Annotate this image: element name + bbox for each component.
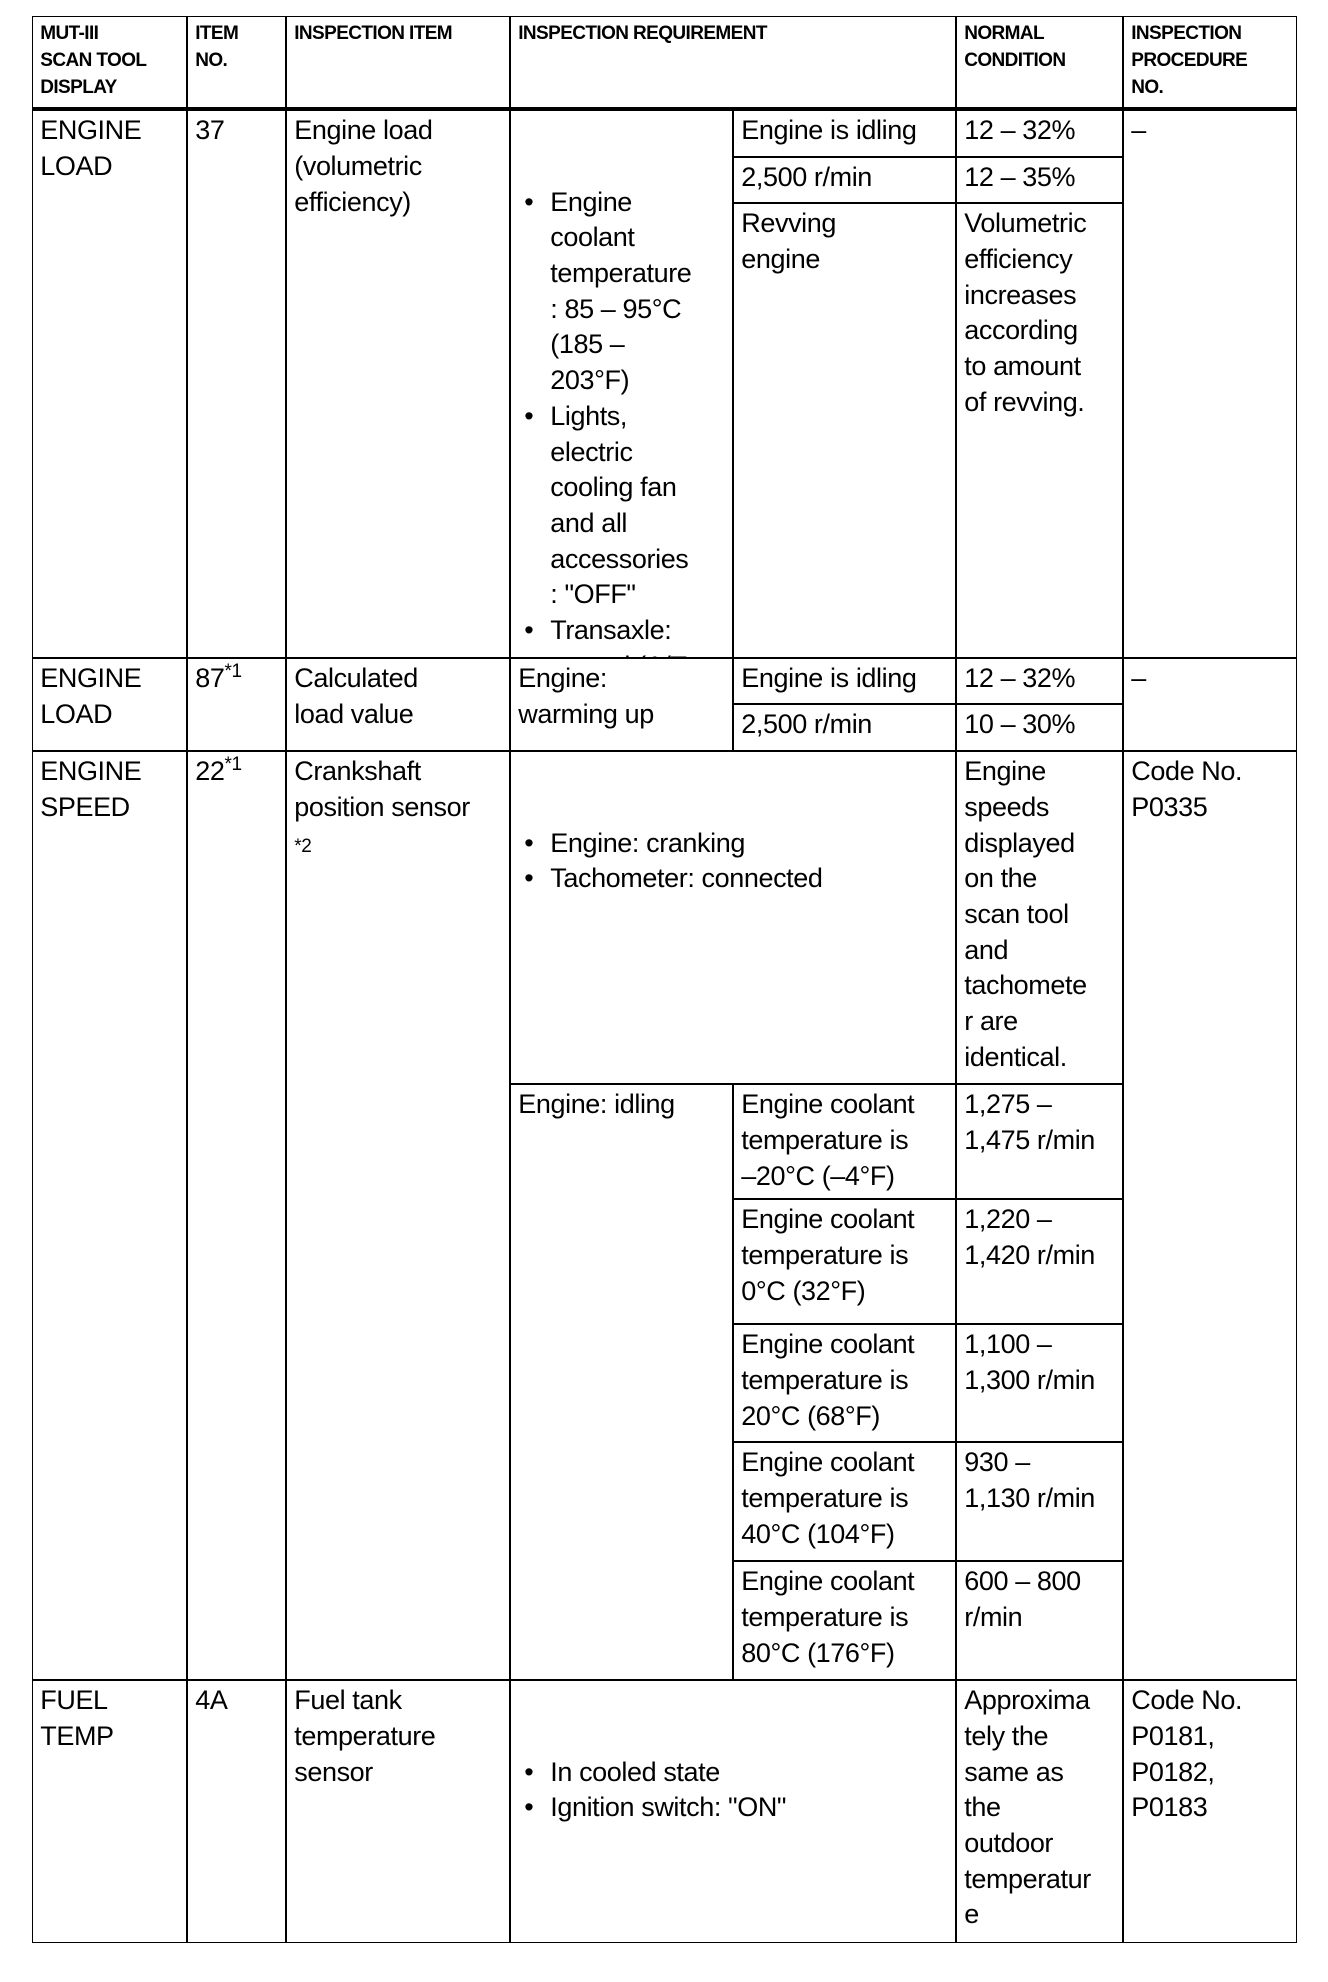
requirement-bullet: Engine: cranking	[511, 826, 948, 862]
cell-normal: Volumetric efficiency increases accordin…	[956, 203, 1124, 659]
requirement-bullet: Engine coolant temperature : 85 – 95°C (…	[511, 185, 725, 399]
header-inspection-procedure: INSPECTION PROCEDURE NO.	[1123, 16, 1298, 111]
header-inspection-requirement: INSPECTION REQUIREMENT	[510, 16, 957, 111]
cell-normal: 12 – 35%	[956, 157, 1124, 204]
cell-condition: Engine is idling	[733, 110, 957, 158]
cell-condition: 2,500 r/min	[733, 704, 957, 752]
cell-condition: Revving engine	[733, 203, 957, 659]
footnote-mark: *1	[224, 754, 242, 776]
cell-procedure: –	[1123, 110, 1298, 659]
cell-item-no: 22*1	[187, 751, 287, 1681]
cell-normal: 12 – 32%	[956, 110, 1124, 158]
cell-condition: Engine coolant temperature is 40°C (104°…	[733, 1442, 957, 1562]
header-normal-condition: NORMAL CONDITION	[956, 16, 1124, 111]
cell-normal: 12 – 32%	[956, 658, 1124, 705]
cell-normal: 1,100 – 1,300 r/min	[956, 1324, 1124, 1443]
cell-item: Calculated load value	[286, 658, 511, 752]
cell-procedure: –	[1123, 658, 1298, 752]
cell-condition: Engine coolant temperature is 0°C (32°F)	[733, 1199, 957, 1325]
cell-item-no: 37	[187, 110, 287, 659]
cell-condition: Engine is idling	[733, 658, 957, 705]
header-item-no: ITEM NO.	[187, 16, 287, 111]
cell-requirement: Engine: idling	[510, 1084, 734, 1681]
requirement-bullet: Lights, electric cooling fan and all acc…	[511, 399, 725, 613]
cell-item-no: 4A	[187, 1680, 287, 1944]
cell-condition: Engine coolant temperature is 80°C (176°…	[733, 1561, 957, 1681]
cell-condition: 2,500 r/min	[733, 157, 957, 204]
cell-normal: 1,275 – 1,475 r/min	[956, 1084, 1124, 1200]
cell-item: Crankshaft position sensor *2	[286, 751, 511, 1681]
cell-condition: Engine coolant temperature is 20°C (68°F…	[733, 1324, 957, 1443]
header-inspection-item: INSPECTION ITEM	[286, 16, 511, 111]
requirement-bullet: Tachometer: connected	[511, 861, 948, 897]
cell-display: ENGINE LOAD	[32, 110, 188, 659]
cell-requirement: Engine: crankingTachometer: connected	[510, 751, 957, 1085]
footnote-mark: *1	[224, 661, 242, 683]
cell-requirement: Engine: warming up	[510, 658, 734, 752]
cell-normal: Approxima tely the same as the outdoor t…	[956, 1680, 1124, 1944]
cell-normal: Engine speeds displayed on the scan tool…	[956, 751, 1124, 1085]
cell-item-no: 87*1	[187, 658, 287, 752]
footnote-mark: *2	[294, 835, 312, 857]
cell-display: ENGINE SPEED	[32, 751, 188, 1681]
cell-procedure: Code No. P0181, P0182, P0183	[1123, 1680, 1298, 1944]
cell-normal: 1,220 – 1,420 r/min	[956, 1199, 1124, 1325]
cell-condition: Engine coolant temperature is –20°C (–4°…	[733, 1084, 957, 1200]
cell-normal: 930 – 1,130 r/min	[956, 1442, 1124, 1562]
cell-normal: 10 – 30%	[956, 704, 1124, 752]
header-scan-tool-display: MUT-III SCAN TOOL DISPLAY	[32, 16, 188, 111]
cell-requirement: Engine coolant temperature : 85 – 95°C (…	[510, 110, 734, 659]
requirement-bullet: Ignition switch: "ON"	[511, 1790, 948, 1826]
cell-item: Engine load (volumetric efficiency)	[286, 110, 511, 659]
item-text: Crankshaft position sensor	[294, 756, 470, 822]
cell-display: ENGINE LOAD	[32, 658, 188, 752]
requirement-bullet: In cooled state	[511, 1755, 948, 1791]
item-no: 22	[195, 756, 225, 787]
cell-procedure: Code No. P0335	[1123, 751, 1298, 1681]
cell-normal: 600 – 800 r/min	[956, 1561, 1124, 1681]
item-no: 87	[195, 663, 225, 694]
requirement-bullet: Transaxle: neutral (A/T: "P" range)	[511, 613, 725, 657]
cell-display: FUEL TEMP	[32, 1680, 188, 1944]
cell-requirement: In cooled stateIgnition switch: "ON"	[510, 1680, 957, 1944]
cell-item: Fuel tank temperature sensor	[286, 1680, 511, 1944]
